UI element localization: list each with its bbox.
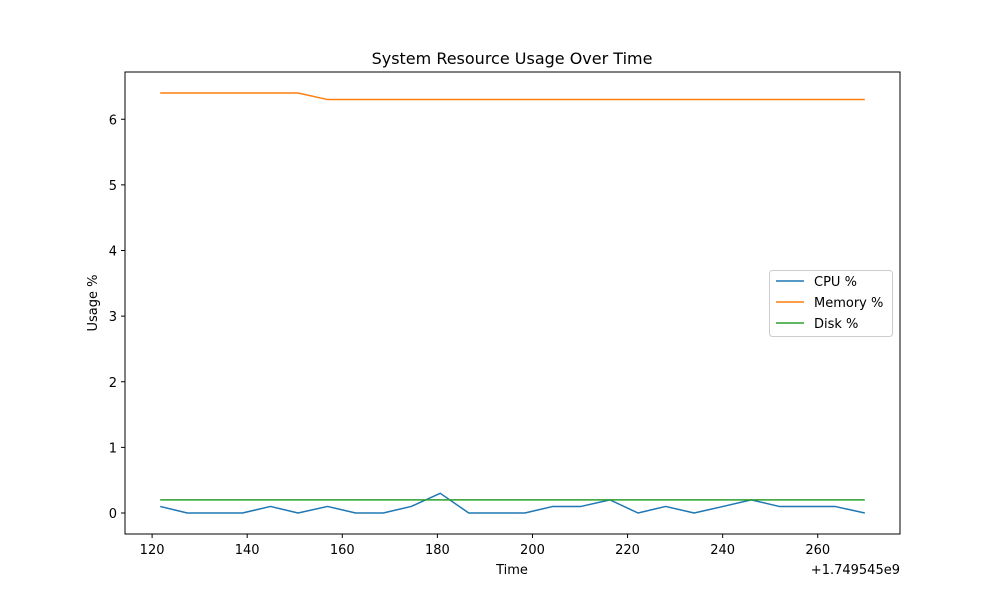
y-tick-label: 4 [109, 245, 117, 260]
x-tick-label: 140 [235, 543, 260, 558]
y-tick-label: 1 [109, 441, 117, 456]
x-axis: 120 140 160 180 200 220 240 260 [140, 534, 830, 558]
series-layer [160, 92, 865, 514]
legend: CPU % Memory % Disk % [769, 270, 893, 337]
y-axis: 0 1 2 3 4 5 6 [109, 113, 125, 522]
x-tick-label: 240 [710, 543, 735, 558]
x-tick-label: 260 [805, 543, 830, 558]
x-axis-offset-label: +1.749545e9 [811, 563, 900, 578]
y-axis-label: Usage % [86, 275, 101, 332]
plot-frame [124, 71, 901, 535]
x-tick-label: 120 [140, 543, 165, 558]
legend-label: CPU % [814, 275, 857, 290]
x-tick-label: 160 [330, 543, 355, 558]
legend-frame [769, 270, 893, 337]
x-tick-label: 220 [615, 543, 640, 558]
y-tick-label: 0 [109, 507, 117, 522]
legend-label: Disk % [814, 317, 858, 332]
x-tick-label: 180 [425, 543, 450, 558]
y-tick-label: 2 [109, 376, 117, 391]
y-tick-label: 6 [109, 113, 117, 128]
legend-label: Memory % [814, 296, 883, 311]
x-axis-label: Time [495, 563, 528, 578]
series-line-2 [160, 92, 865, 101]
y-tick-label: 5 [109, 179, 117, 194]
chart-title: System Resource Usage Over Time [372, 49, 653, 68]
x-tick-label: 200 [520, 543, 545, 558]
y-tick-label: 3 [109, 310, 117, 325]
series-line-1 [160, 492, 865, 514]
